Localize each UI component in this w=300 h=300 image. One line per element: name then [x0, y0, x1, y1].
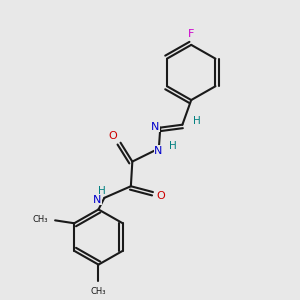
Text: N: N [151, 122, 159, 132]
Text: CH₃: CH₃ [91, 287, 106, 296]
Text: H: H [98, 186, 105, 196]
Text: H: H [193, 116, 200, 126]
Text: F: F [188, 29, 194, 39]
Text: CH₃: CH₃ [32, 215, 48, 224]
Text: O: O [109, 131, 118, 141]
Text: O: O [157, 190, 166, 200]
Text: H: H [169, 141, 177, 151]
Text: N: N [154, 146, 162, 156]
Text: N: N [93, 195, 101, 205]
